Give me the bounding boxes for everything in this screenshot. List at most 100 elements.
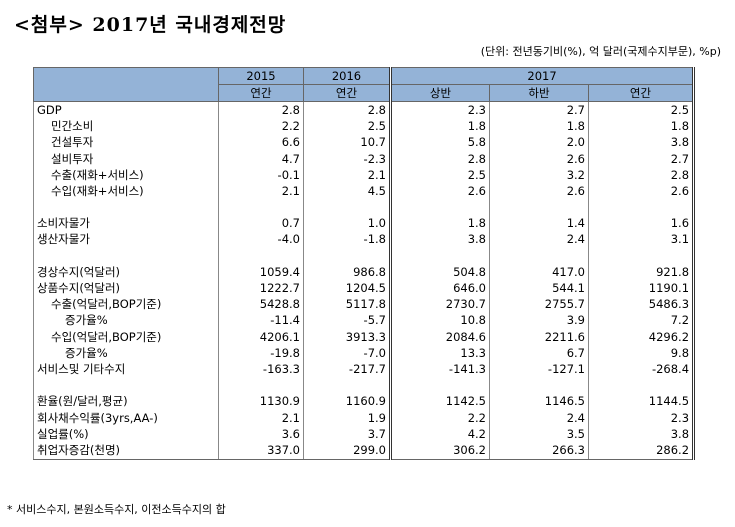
table-row: 증가율% -11.4 -5.7 10.8 3.9 7.2 (33, 312, 696, 329)
cell-2017-h1: 646.0 (389, 280, 490, 297)
cell-2017-h1: 306.2 (389, 442, 490, 460)
cell-2017-annual: 3.1 (587, 231, 696, 249)
cell-2015-annual (218, 199, 304, 216)
cell-2016-annual: 1.9 (303, 409, 391, 427)
table-row (33, 377, 696, 394)
table-row: 수출(억달러,BOP기준) 5428.8 5117.8 2730.7 2755.7 548… (33, 296, 696, 313)
cell-2017-annual: 5486.3 (587, 296, 696, 313)
unit-note: (단위: 전년동기비(%), 억 달러(국제수지부문), %p) (480, 45, 721, 58)
row-label: 건설투자 (33, 134, 219, 151)
header-h1-2017: 상반 (389, 84, 490, 103)
cell-2017-annual: 1.6 (587, 215, 696, 232)
table-row: 경상수지(억달러) 1059.4 986.8 504.8 417.0 921.8 (33, 264, 696, 281)
row-label: 수입(억달러,BOP기준) (33, 329, 219, 346)
cell-2017-h2: 3.9 (489, 312, 589, 329)
cell-2017-h1: 2.3 (389, 101, 490, 119)
table-row: 실업률(%) 3.6 3.7 4.2 3.5 3.8 (33, 426, 696, 443)
cell-2017-h1 (389, 199, 490, 216)
cell-2017-annual: 2.7 (587, 150, 696, 168)
cell-2015-annual: 5428.8 (218, 296, 304, 313)
cell-2015-annual: 1130.9 (218, 393, 304, 410)
table-row: 건설투자 6.6 10.7 5.8 2.0 3.8 (33, 134, 696, 151)
cell-2016-annual: 1204.5 (303, 280, 391, 297)
cell-2017-annual (587, 248, 696, 265)
cell-2015-annual: 2.1 (218, 183, 304, 200)
table-row: 상품수지(억달러) 1222.7 1204.5 646.0 544.1 1190.1 (33, 280, 696, 297)
cell-2016-annual: 299.0 (303, 442, 391, 460)
row-label: 취업자증감(천명) (33, 442, 219, 460)
cell-2016-annual: 1160.9 (303, 393, 391, 410)
cell-2017-h1: 504.8 (389, 264, 490, 281)
cell-2017-annual: 286.2 (587, 442, 696, 460)
table-row: 서비스및 기타수지 -163.3 -217.7 -141.3 -127.1 -268.4 (33, 361, 696, 378)
cell-2017-annual: 3.8 (587, 426, 696, 443)
cell-2016-annual: 5117.8 (303, 296, 391, 313)
row-label: 서비스및 기타수지 (33, 361, 219, 378)
cell-2017-h2: 3.5 (489, 426, 589, 443)
header-corner-cell (33, 66, 219, 103)
cell-2015-annual: 2.8 (218, 101, 304, 119)
cell-2017-h2 (489, 248, 589, 265)
row-label (33, 377, 219, 394)
table-row (33, 248, 696, 265)
cell-2017-h1: 2.5 (389, 167, 490, 184)
table-row: 수출(재화+서비스) -0.1 2.1 2.5 3.2 2.8 (33, 167, 696, 184)
row-label: 증가율% (33, 312, 219, 329)
cell-2015-annual: -4.0 (218, 231, 304, 249)
cell-2017-annual: 2.5 (587, 101, 696, 119)
cell-2017-h2: 1.4 (489, 215, 589, 232)
cell-2017-h1 (389, 248, 490, 265)
cell-2017-h2: 2.6 (489, 183, 589, 200)
table-row: 생산자물가 -4.0 -1.8 3.8 2.4 3.1 (33, 231, 696, 249)
cell-2017-annual: 1144.5 (587, 393, 696, 410)
page-title: <첨부> 2017년 국내경제전망 (14, 14, 287, 36)
table-header: 2015 2016 2017 연간 연간 상반 하반 연간 (33, 66, 696, 103)
header-annual-2017: 연간 (587, 84, 696, 103)
cell-2017-h1: 3.8 (389, 231, 490, 249)
cell-2017-h2: 2755.7 (489, 296, 589, 313)
row-label: 수입(재화+서비스) (33, 183, 219, 200)
cell-2016-annual: -2.3 (303, 150, 391, 168)
table-row: 소비자물가 0.7 1.0 1.8 1.4 1.6 (33, 215, 696, 232)
cell-2017-h2: 2.7 (489, 101, 589, 119)
cell-2015-annual: 2.1 (218, 409, 304, 427)
cell-2017-h2 (489, 199, 589, 216)
row-label: 소비자물가 (33, 215, 219, 232)
cell-2017-h2 (489, 377, 589, 394)
cell-2017-annual: 1.8 (587, 118, 696, 135)
table-row: 회사채수익률(3yrs,AA-) 2.1 1.9 2.2 2.4 2.3 (33, 409, 696, 427)
cell-2017-h1: 2084.6 (389, 329, 490, 346)
cell-2017-annual: 9.8 (587, 345, 696, 362)
cell-2017-h2: 266.3 (489, 442, 589, 460)
cell-2015-annual: 1222.7 (218, 280, 304, 297)
row-label: 생산자물가 (33, 231, 219, 249)
table-row: 취업자증감(천명) 337.0 299.0 306.2 266.3 286.2 (33, 442, 696, 460)
header-annual-2015: 연간 (218, 84, 304, 103)
table-row: 증가율% -19.8 -7.0 13.3 6.7 9.8 (33, 345, 696, 362)
cell-2016-annual: 3913.3 (303, 329, 391, 346)
row-label (33, 199, 219, 216)
row-label: 설비투자 (33, 150, 219, 168)
cell-2015-annual: 6.6 (218, 134, 304, 151)
forecast-table: 2015 2016 2017 연간 연간 상반 하반 연간 GDP 2.8 2.8 2… (33, 66, 696, 460)
cell-2016-annual (303, 199, 391, 216)
cell-2017-h2: 2211.6 (489, 329, 589, 346)
cell-2016-annual: -5.7 (303, 312, 391, 329)
cell-2015-annual: 4.7 (218, 150, 304, 168)
cell-2017-annual: 921.8 (587, 264, 696, 281)
row-label: 증가율% (33, 345, 219, 362)
cell-2017-h1: 2.6 (389, 183, 490, 200)
table-row: 민간소비 2.2 2.5 1.8 1.8 1.8 (33, 118, 696, 135)
cell-2016-annual: -1.8 (303, 231, 391, 249)
table-body: GDP 2.8 2.8 2.3 2.7 2.5 민간소비 2.2 2.5 1.8 1.8 1.8 건설투… (33, 101, 696, 460)
cell-2017-annual: 4296.2 (587, 329, 696, 346)
cell-2017-h1: 10.8 (389, 312, 490, 329)
cell-2017-annual (587, 377, 696, 394)
cell-2016-annual: 3.7 (303, 426, 391, 443)
header-year-2016: 2016 (303, 66, 391, 86)
header-h2-2017: 하반 (489, 84, 589, 103)
header-year-2015: 2015 (218, 66, 304, 86)
row-label: 수출(재화+서비스) (33, 167, 219, 184)
cell-2017-h2: 6.7 (489, 345, 589, 362)
cell-2016-annual: 2.8 (303, 101, 391, 119)
